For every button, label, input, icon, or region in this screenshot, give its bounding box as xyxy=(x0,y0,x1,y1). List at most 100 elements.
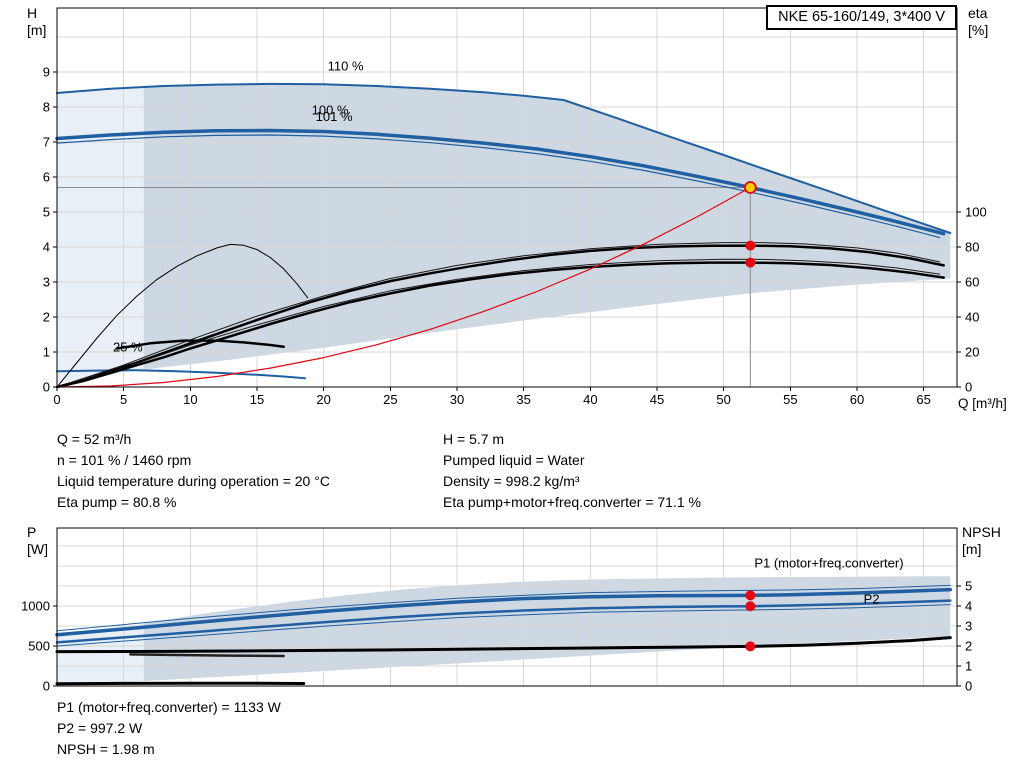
y2-tick-label: 0 xyxy=(965,380,972,395)
y-tick-label: 9 xyxy=(43,65,50,80)
y-tick-label: 6 xyxy=(43,170,50,185)
eta-total-point xyxy=(745,257,756,268)
npsh-axis-unit: [m] xyxy=(962,541,982,557)
y-tick-label: 0 xyxy=(43,679,50,694)
operating-data-right-column: H = 5.7 m Pumped liquid = Water Density … xyxy=(443,429,701,513)
q-axis-label: Q [m³/h] xyxy=(958,396,1007,411)
x-tick-label: 5 xyxy=(120,392,127,407)
x-tick-label: 10 xyxy=(183,392,197,407)
info-line-npsh: NPSH = 1.98 m xyxy=(57,741,155,757)
y-tick-label: 4 xyxy=(43,240,50,255)
info-line-temperature: Liquid temperature during operation = 20… xyxy=(57,473,330,489)
p-low-speed-curve xyxy=(55,681,306,686)
y-tick-label: 1 xyxy=(43,345,50,360)
operating-point xyxy=(743,181,757,194)
p2-lower-thin-curve xyxy=(56,604,951,647)
eta-axis-unit: [%] xyxy=(968,22,989,38)
x-tick-label: 15 xyxy=(250,392,264,407)
y2-tick-label: 3 xyxy=(965,619,972,634)
p1-upper-thin-curve xyxy=(56,584,951,632)
y-tick-label: 7 xyxy=(43,135,50,150)
y2-tick-label: 80 xyxy=(965,240,979,255)
y2-tick-label: 40 xyxy=(965,310,979,325)
eta-total-thin-curve xyxy=(56,258,941,388)
y2-tick-label: 4 xyxy=(965,599,972,614)
x-tick-label: 40 xyxy=(583,392,597,407)
plot-frame xyxy=(56,527,958,687)
y2-tick-label: 0 xyxy=(965,679,972,694)
operating-envelope xyxy=(143,83,951,370)
x-tick-label: 30 xyxy=(450,392,464,407)
npsh-curve xyxy=(55,636,952,654)
p1-point xyxy=(745,590,756,601)
x-tick-label: 60 xyxy=(850,392,864,407)
npsh-axis-symbol: NPSH xyxy=(962,524,1001,540)
x-tick-label: 25 xyxy=(383,392,397,407)
x-tick-label: 50 xyxy=(716,392,730,407)
eta-pump-thin-curve xyxy=(56,242,941,388)
label-25-percent: 25 % xyxy=(113,339,143,354)
bottom-right-axis-title: NPSH [m] xyxy=(962,524,1001,558)
speed-25-curve xyxy=(56,369,306,380)
y2-tick-label: 60 xyxy=(965,275,979,290)
label-110-percent: 110 % xyxy=(328,58,364,73)
x-tick-label: 55 xyxy=(783,392,797,407)
h-axis-unit: [m] xyxy=(27,22,47,38)
h-axis-symbol: H xyxy=(27,5,38,21)
label-100-percent: 100 % xyxy=(312,103,349,118)
y-tick-label: 5 xyxy=(43,205,50,220)
y2-tick-label: 2 xyxy=(965,639,972,654)
p2-curve xyxy=(55,599,952,644)
eta-low-speed-arc xyxy=(56,243,309,388)
y-tick-label: 0 xyxy=(43,380,50,395)
y2-tick-label: 100 xyxy=(965,205,987,220)
x-tick-label: 65 xyxy=(916,392,930,407)
info-line-h: H = 5.7 m xyxy=(443,431,505,447)
y-tick-label: 1000 xyxy=(21,599,50,614)
label-p1: P1 (motor+freq.converter) xyxy=(754,556,903,571)
y-tick-label: 2 xyxy=(43,310,50,325)
x-tick-label: 35 xyxy=(516,392,530,407)
x-tick-label: 45 xyxy=(650,392,664,407)
y2-tick-label: 1 xyxy=(965,659,972,674)
info-line-q: Q = 52 m³/h xyxy=(57,431,132,447)
info-line-density: Density = 998.2 kg/m³ xyxy=(443,473,580,489)
pump-title: NKE 65-160/149, 3*400 V xyxy=(778,9,945,25)
eta-pump-point xyxy=(745,240,756,251)
chart-bottom: 0 500 1000 0 1 2 3 4 5 P1 (motor+freq.converter) P… xyxy=(21,527,972,694)
power-data-column: P1 (motor+freq.converter) = 1133 W P2 = … xyxy=(57,697,281,760)
speed-110-curve xyxy=(56,82,952,234)
x-tick-label: 0 xyxy=(53,392,60,407)
label-p2: P2 xyxy=(864,592,880,607)
top-left-axis-title: H [m] xyxy=(27,5,46,39)
speed-101-curve xyxy=(55,128,946,236)
npsh-low-segment xyxy=(129,653,285,658)
eta-axis-symbol: eta xyxy=(968,5,988,21)
npsh-point xyxy=(745,641,756,652)
y-tick-label: 3 xyxy=(43,275,50,290)
speed-100-curve xyxy=(56,134,941,239)
pump-title-box: NKE 65-160/149, 3*400 V xyxy=(766,5,957,30)
eta-pump-curve xyxy=(55,244,945,389)
info-line-liquid: Pumped liquid = Water xyxy=(443,452,585,468)
info-line-p2: P2 = 997.2 W xyxy=(57,720,143,736)
operating-data-left-column: Q = 52 m³/h n = 101 % / 1460 rpm Liquid … xyxy=(57,429,330,513)
eta-total-curve xyxy=(55,261,945,389)
p1-curve xyxy=(55,587,953,637)
chart-top: 0 5 10 15 20 25 30 35 40 45 50 55 60 6501234567890204… xyxy=(43,7,987,407)
info-line-n: n = 101 % / 1460 rpm xyxy=(57,452,192,468)
system-curve xyxy=(56,186,751,388)
plot-frame xyxy=(56,7,958,388)
bottom-left-axis-title: P [W] xyxy=(27,524,48,558)
x-tick-label: 20 xyxy=(316,392,330,407)
power-envelope xyxy=(143,576,951,681)
p-axis-symbol: P xyxy=(27,524,37,540)
envelope-left-light xyxy=(57,87,144,384)
y-tick-label: 8 xyxy=(43,100,50,115)
power-envelope-left-light xyxy=(57,623,144,685)
label-101-percent: 101 % xyxy=(316,109,353,124)
p2-point xyxy=(745,601,756,612)
info-line-eta-total: Eta pump+motor+freq.converter = 71.1 % xyxy=(443,494,701,510)
